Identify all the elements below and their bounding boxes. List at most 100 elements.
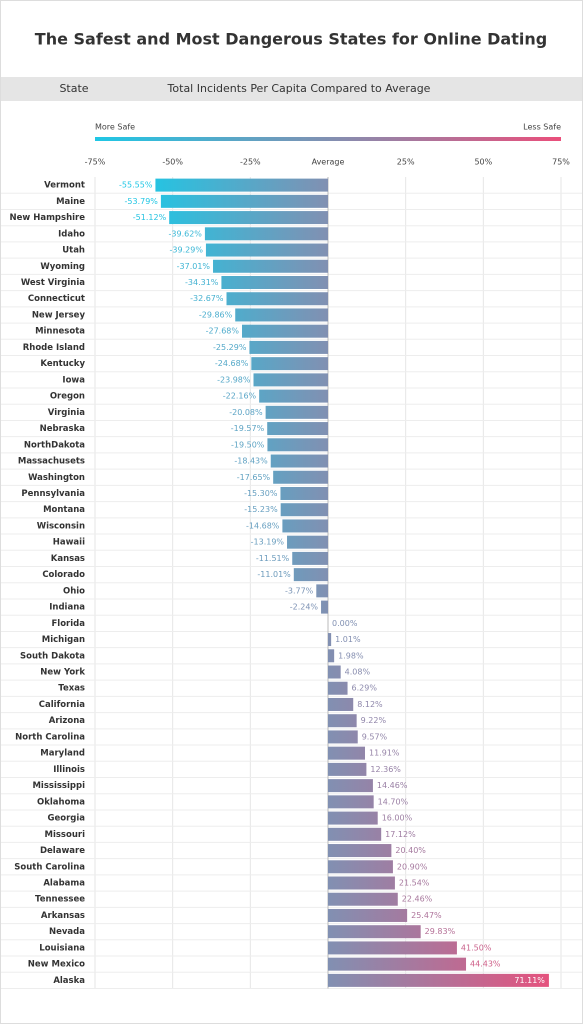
value-label: -55.55% — [119, 181, 153, 190]
value-label: 14.70% — [378, 797, 409, 806]
value-label: 11.91% — [369, 749, 400, 758]
value-label: 20.90% — [397, 862, 428, 871]
bar — [235, 308, 328, 322]
value-label: -11.01% — [257, 570, 291, 579]
bar — [328, 665, 341, 679]
value-label: -32.67% — [190, 294, 224, 303]
category-label: New York — [40, 668, 85, 678]
value-label: 41.50% — [461, 943, 492, 952]
bar — [328, 697, 354, 711]
x-tick-label: 50% — [474, 158, 492, 167]
bar — [328, 925, 421, 939]
value-label: 8.12% — [357, 700, 383, 709]
bar — [249, 340, 328, 354]
bar — [328, 973, 549, 987]
value-label: -51.12% — [133, 213, 167, 222]
bar — [155, 178, 328, 192]
category-label: Mississippi — [32, 781, 85, 791]
bar — [169, 211, 328, 225]
bar — [251, 357, 328, 371]
bar — [282, 519, 328, 533]
category-label: Nebraska — [40, 424, 86, 434]
category-label: Georgia — [47, 814, 85, 824]
category-label: Wisconsin — [37, 521, 85, 531]
value-label: -24.68% — [215, 359, 249, 368]
x-tick-label: -25% — [240, 158, 261, 167]
bar — [328, 762, 367, 776]
value-label: 71.11% — [514, 976, 545, 985]
value-label: -11.51% — [256, 554, 290, 563]
bar — [242, 324, 328, 338]
category-label: Maryland — [40, 749, 85, 759]
state-header: State — [59, 82, 88, 95]
bar — [265, 405, 328, 419]
category-label: Arkansas — [41, 911, 85, 921]
bar — [287, 535, 328, 549]
category-label: Virginia — [48, 408, 85, 418]
value-label: 1.98% — [338, 651, 364, 660]
category-label: New Jersey — [32, 310, 86, 320]
bar — [221, 275, 328, 289]
bar — [328, 633, 332, 647]
legend-label-danger: Less Safe — [523, 123, 561, 132]
category-label: NorthDakota — [24, 440, 85, 450]
value-label: -17.65% — [237, 473, 271, 482]
value-label: -19.50% — [231, 440, 265, 449]
category-label: South Dakota — [20, 651, 85, 661]
category-label: Indiana — [49, 603, 85, 613]
x-tick-label: 25% — [397, 158, 415, 167]
category-label: Arizona — [49, 716, 86, 726]
bar — [259, 389, 328, 403]
bar — [292, 551, 328, 565]
category-label: Louisiana — [39, 943, 85, 953]
bar — [328, 827, 382, 841]
value-label: -14.68% — [246, 521, 280, 530]
category-label: Michigan — [42, 635, 85, 645]
value-label: 17.12% — [385, 830, 416, 839]
value-label: -20.08% — [229, 408, 263, 417]
value-label: -2.24% — [290, 603, 319, 612]
value-label: 0.00% — [332, 619, 358, 628]
bar — [226, 292, 328, 306]
category-label: Iowa — [62, 375, 85, 385]
category-label: Massachusets — [18, 457, 85, 467]
category-label: California — [39, 700, 85, 710]
bar — [267, 422, 328, 436]
bar — [328, 957, 467, 971]
bar — [328, 681, 348, 695]
bar — [204, 227, 328, 241]
category-label: Delaware — [40, 846, 85, 856]
bar — [253, 373, 328, 387]
category-label: Minnesota — [35, 327, 85, 337]
x-tick-label: 75% — [552, 158, 570, 167]
value-label: 22.46% — [402, 895, 433, 904]
bar — [328, 908, 408, 922]
header-bar — [1, 77, 582, 101]
bar — [328, 892, 398, 906]
value-label: -29.86% — [199, 310, 233, 319]
category-label: North Carolina — [15, 732, 85, 742]
x-tick-label: -75% — [85, 158, 106, 167]
value-label: 21.54% — [399, 879, 430, 888]
category-label: Ohio — [63, 586, 85, 596]
value-label: 44.43% — [470, 960, 501, 969]
value-label: 1.01% — [335, 635, 361, 644]
category-label: Alabama — [43, 879, 85, 889]
value-label: 12.36% — [370, 765, 401, 774]
category-label: Kansas — [51, 554, 85, 564]
category-label: Pennsylvania — [21, 489, 85, 499]
bar — [328, 649, 335, 663]
value-label: -3.77% — [285, 586, 314, 595]
value-label: 25.47% — [411, 911, 442, 920]
value-label: -19.57% — [231, 424, 265, 433]
value-label: 14.46% — [377, 781, 408, 790]
category-label: Hawaii — [53, 538, 85, 548]
category-label: New Hampshire — [10, 213, 86, 223]
category-label: Alaska — [53, 976, 85, 986]
bar — [321, 600, 328, 614]
category-label: Oregon — [50, 392, 85, 402]
value-label: -25.29% — [213, 343, 247, 352]
bar — [328, 714, 357, 728]
bar — [328, 730, 358, 744]
category-label: Colorado — [42, 570, 85, 580]
